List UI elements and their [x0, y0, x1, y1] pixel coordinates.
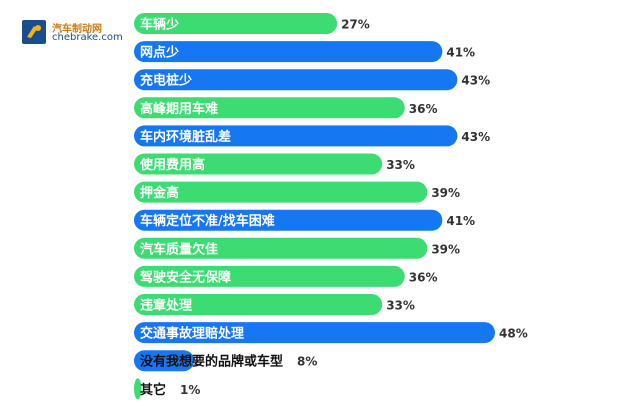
- bar-0: [134, 13, 338, 34]
- bar-6: [134, 181, 428, 203]
- value-label-13: 1%: [180, 383, 200, 397]
- category-label-10: 违章处理: [140, 298, 192, 314]
- category-label-12: 没有我想要的品牌或车型: [140, 354, 283, 370]
- category-label-1: 网点少: [140, 45, 179, 61]
- bar-10: [134, 294, 383, 315]
- category-label-2: 充电桩少: [140, 73, 192, 89]
- value-label-0: 27%: [341, 18, 370, 32]
- value-label-3: 36%: [409, 102, 438, 116]
- value-label-4: 43%: [461, 130, 490, 144]
- bar-3: [134, 97, 405, 119]
- category-label-13: 其它: [140, 382, 166, 398]
- value-label-7: 41%: [446, 214, 475, 228]
- value-label-10: 33%: [386, 299, 415, 313]
- value-label-6: 39%: [431, 186, 460, 200]
- value-label-2: 43%: [461, 74, 490, 88]
- value-label-12: 8%: [297, 355, 317, 369]
- category-label-4: 车内环境脏乱差: [140, 129, 231, 145]
- category-label-7: 车辆定位不准/找车困难: [140, 213, 275, 229]
- bar-13: [134, 378, 142, 400]
- bar-12: [134, 350, 195, 372]
- category-label-6: 押金高: [140, 185, 179, 201]
- bar-7: [134, 209, 443, 231]
- category-label-3: 高峰期用车难: [140, 101, 218, 117]
- logo-url: chebrake.com: [52, 32, 123, 43]
- bar-8: [134, 237, 428, 259]
- value-label-1: 41%: [446, 46, 475, 60]
- category-label-0: 车辆少: [140, 17, 179, 33]
- category-label-5: 使用费用高: [139, 157, 205, 173]
- logo-title: 汽车制动网: [52, 24, 102, 35]
- category-label-9: 驾驶安全无保障: [140, 269, 231, 285]
- value-label-5: 33%: [386, 158, 415, 172]
- site-logo: 汽车制动网 chebrake.com: [22, 20, 130, 44]
- category-label-8: 汽车质量欠佳: [140, 241, 218, 257]
- value-label-8: 39%: [431, 242, 460, 256]
- brake-pad-icon: [22, 20, 46, 44]
- bar-9: [134, 265, 405, 287]
- category-label-11: 交通事故理赔处理: [140, 326, 244, 342]
- bar-4: [134, 125, 458, 147]
- bar-11: [134, 322, 495, 344]
- bar-2: [134, 69, 458, 91]
- bar-5: [134, 153, 383, 175]
- value-label-11: 48%: [499, 327, 528, 341]
- value-label-9: 36%: [409, 270, 438, 284]
- bar-1: [134, 41, 443, 63]
